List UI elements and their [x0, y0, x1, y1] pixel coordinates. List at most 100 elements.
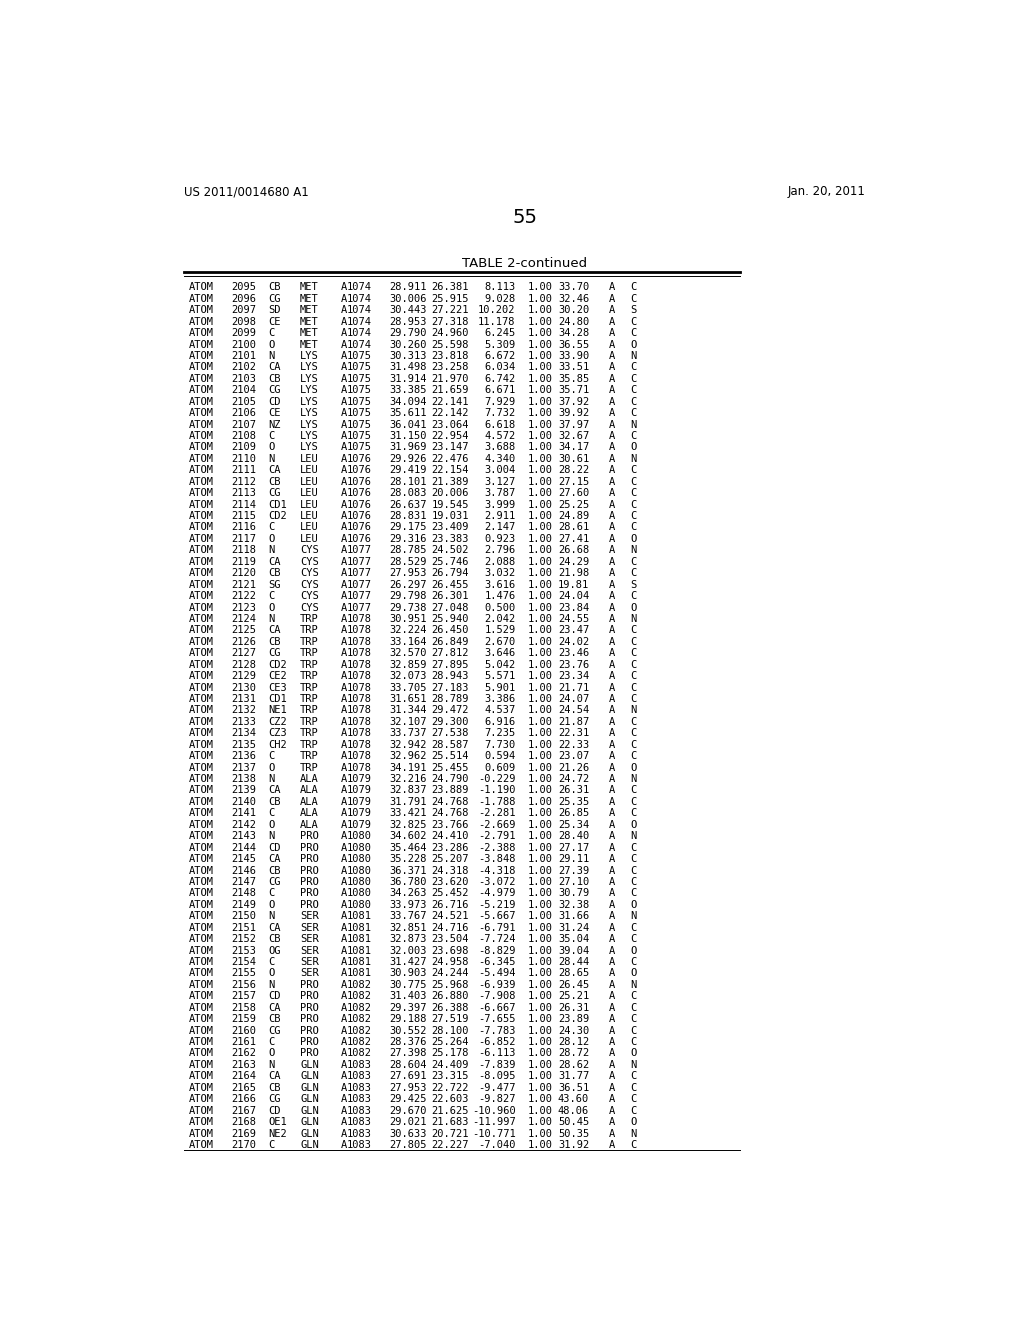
Text: C: C: [630, 991, 637, 1002]
Text: TRP: TRP: [300, 614, 318, 624]
Text: 26.880: 26.880: [431, 991, 469, 1002]
Text: -1.788: -1.788: [478, 797, 515, 807]
Text: 2103: 2103: [230, 374, 256, 384]
Text: ATOM: ATOM: [188, 682, 213, 693]
Text: 1081: 1081: [347, 957, 372, 968]
Text: 31.791: 31.791: [389, 797, 426, 807]
Text: 28.529: 28.529: [389, 557, 426, 566]
Text: TABLE 2-continued: TABLE 2-continued: [462, 257, 588, 271]
Text: -3.848: -3.848: [478, 854, 515, 865]
Text: 2138: 2138: [230, 774, 256, 784]
Text: A: A: [609, 454, 615, 463]
Text: 29.175: 29.175: [389, 523, 426, 532]
Text: A: A: [341, 945, 347, 956]
Text: 7.732: 7.732: [484, 408, 515, 418]
Text: O: O: [630, 763, 637, 772]
Text: 23.315: 23.315: [431, 1072, 469, 1081]
Text: 50.45: 50.45: [558, 1117, 589, 1127]
Text: 30.006: 30.006: [389, 294, 426, 304]
Text: A: A: [609, 842, 615, 853]
Text: O: O: [630, 945, 637, 956]
Text: A: A: [609, 991, 615, 1002]
Text: -2.669: -2.669: [478, 820, 515, 830]
Text: 2152: 2152: [230, 935, 256, 944]
Text: 2114: 2114: [230, 500, 256, 510]
Text: -5.494: -5.494: [478, 969, 515, 978]
Text: 5.309: 5.309: [484, 339, 515, 350]
Text: A: A: [341, 717, 347, 727]
Text: MET: MET: [300, 317, 318, 326]
Text: C: C: [630, 1082, 637, 1093]
Text: 1083: 1083: [347, 1117, 372, 1127]
Text: ATOM: ATOM: [188, 832, 213, 841]
Text: CA: CA: [268, 363, 281, 372]
Text: 1.00: 1.00: [527, 866, 553, 875]
Text: ATOM: ATOM: [188, 717, 213, 727]
Text: 32.67: 32.67: [558, 432, 589, 441]
Text: 23.409: 23.409: [431, 523, 469, 532]
Text: C: C: [630, 660, 637, 669]
Text: CD1: CD1: [268, 500, 287, 510]
Text: A: A: [341, 420, 347, 429]
Text: 32.873: 32.873: [389, 935, 426, 944]
Text: ATOM: ATOM: [188, 1106, 213, 1115]
Text: 30.443: 30.443: [389, 305, 426, 315]
Text: 30.260: 30.260: [389, 339, 426, 350]
Text: 2145: 2145: [230, 854, 256, 865]
Text: ATOM: ATOM: [188, 282, 213, 292]
Text: CA: CA: [268, 557, 281, 566]
Text: ATOM: ATOM: [188, 488, 213, 498]
Text: 1075: 1075: [347, 351, 372, 360]
Text: CYS: CYS: [300, 602, 318, 612]
Text: 2155: 2155: [230, 969, 256, 978]
Text: 1.00: 1.00: [527, 911, 553, 921]
Text: 1079: 1079: [347, 797, 372, 807]
Text: 22.603: 22.603: [431, 1094, 469, 1105]
Text: 1.00: 1.00: [527, 785, 553, 796]
Text: 31.24: 31.24: [558, 923, 589, 933]
Text: CYS: CYS: [300, 579, 318, 590]
Text: S: S: [630, 579, 637, 590]
Text: CD1: CD1: [268, 694, 287, 704]
Text: 32.851: 32.851: [389, 923, 426, 933]
Text: 35.464: 35.464: [389, 842, 426, 853]
Text: SER: SER: [300, 935, 318, 944]
Text: 1076: 1076: [347, 488, 372, 498]
Text: ATOM: ATOM: [188, 911, 213, 921]
Text: A: A: [341, 339, 347, 350]
Text: 0.594: 0.594: [484, 751, 515, 762]
Text: 2.670: 2.670: [484, 636, 515, 647]
Text: 2122: 2122: [230, 591, 256, 601]
Text: O: O: [268, 900, 274, 909]
Text: 31.969: 31.969: [389, 442, 426, 453]
Text: 27.691: 27.691: [389, 1072, 426, 1081]
Text: A: A: [609, 694, 615, 704]
Text: 1.00: 1.00: [527, 1072, 553, 1081]
Text: C: C: [630, 317, 637, 326]
Text: 1.00: 1.00: [527, 900, 553, 909]
Text: 2137: 2137: [230, 763, 256, 772]
Text: C: C: [630, 282, 637, 292]
Text: PRO: PRO: [300, 979, 318, 990]
Text: C: C: [630, 671, 637, 681]
Text: TRP: TRP: [300, 705, 318, 715]
Text: 24.960: 24.960: [431, 329, 469, 338]
Text: ATOM: ATOM: [188, 477, 213, 487]
Text: 1075: 1075: [347, 442, 372, 453]
Text: A: A: [609, 648, 615, 659]
Text: 1.00: 1.00: [527, 591, 553, 601]
Text: TRP: TRP: [300, 671, 318, 681]
Text: 1.00: 1.00: [527, 957, 553, 968]
Text: PRO: PRO: [300, 832, 318, 841]
Text: 29.316: 29.316: [389, 533, 426, 544]
Text: 1.00: 1.00: [527, 774, 553, 784]
Text: -11.997: -11.997: [472, 1117, 515, 1127]
Text: 36.55: 36.55: [558, 339, 589, 350]
Text: 24.07: 24.07: [558, 694, 589, 704]
Text: 1077: 1077: [347, 579, 372, 590]
Text: A: A: [609, 979, 615, 990]
Text: 23.147: 23.147: [431, 442, 469, 453]
Text: 1083: 1083: [347, 1106, 372, 1115]
Text: 30.313: 30.313: [389, 351, 426, 360]
Text: LEU: LEU: [300, 511, 318, 521]
